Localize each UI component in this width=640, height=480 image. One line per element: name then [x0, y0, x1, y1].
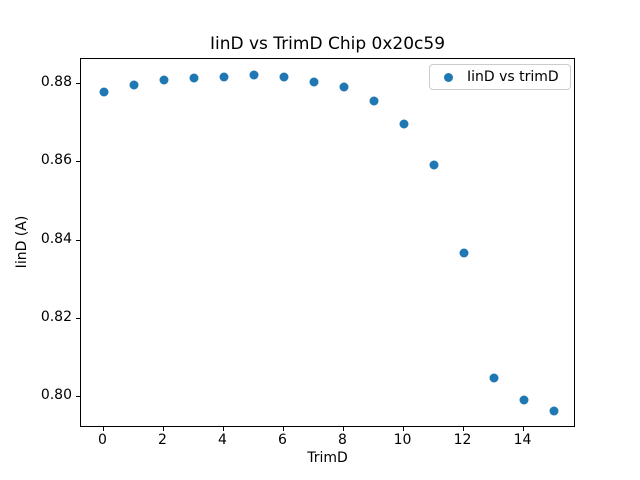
x-tick-mark [402, 427, 404, 431]
x-tick-label: 2 [158, 432, 167, 448]
data-point [339, 82, 348, 92]
x-tick-mark [342, 427, 344, 431]
chart-title: IinD vs TrimD Chip 0x20c59 [209, 34, 446, 54]
x-tick-mark [162, 427, 164, 431]
data-point [219, 72, 228, 82]
data-point [489, 373, 498, 383]
data-point [369, 96, 378, 106]
x-tick-label: 14 [513, 432, 532, 448]
x-tick-label: 6 [278, 432, 287, 448]
x-tick-mark [102, 427, 104, 431]
legend-marker-icon [444, 72, 453, 82]
x-tick-mark [222, 427, 224, 431]
data-point [129, 80, 138, 90]
data-point [459, 248, 468, 258]
plot-area: IinD vs trimD [80, 58, 575, 427]
x-tick-label: 4 [218, 432, 227, 448]
data-point [309, 77, 318, 87]
data-point [399, 119, 408, 129]
y-tick-label: 0.88 [40, 74, 72, 90]
data-point [189, 73, 198, 83]
x-tick-mark [282, 427, 284, 431]
y-tick-label: 0.82 [40, 308, 72, 325]
x-tick-label: 12 [453, 432, 472, 448]
x-tick-label: 10 [393, 432, 412, 448]
y-tick-mark [76, 396, 80, 398]
y-tick-label: 0.86 [40, 152, 72, 169]
data-point [99, 87, 108, 97]
data-point [519, 395, 528, 405]
data-point [159, 75, 168, 85]
data-point [429, 160, 438, 170]
x-tick-mark [522, 427, 524, 431]
y-axis-label: IinD (A) [14, 215, 30, 269]
data-point [249, 70, 258, 80]
y-tick-mark [76, 83, 80, 84]
x-tick-mark [462, 427, 464, 431]
x-tick-label: 0 [98, 432, 107, 448]
legend: IinD vs trimD [429, 64, 571, 90]
data-point [279, 72, 288, 82]
y-tick-mark [76, 161, 80, 163]
y-tick-mark [76, 317, 80, 319]
x-axis-label: TrimD [307, 450, 348, 466]
data-point [549, 406, 558, 416]
legend-label: IinD vs trimD [467, 69, 559, 85]
x-tick-label: 8 [338, 432, 347, 448]
y-tick-mark [76, 239, 80, 241]
y-tick-label: 0.84 [40, 230, 72, 247]
y-tick-label: 0.80 [40, 387, 72, 404]
